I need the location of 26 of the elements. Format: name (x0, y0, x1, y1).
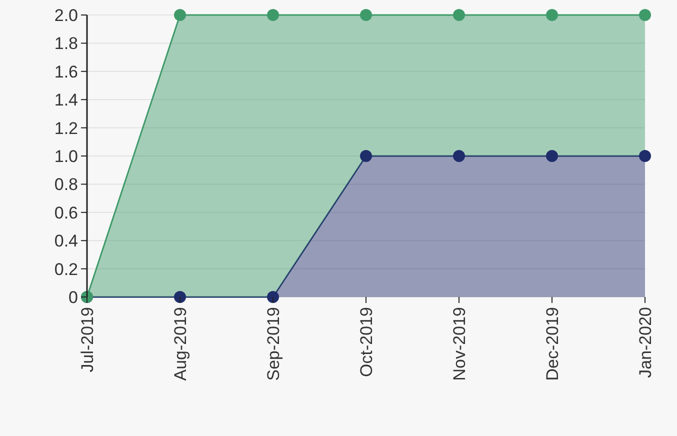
point (546, 150, 558, 162)
y-tick-label: 0 (68, 288, 78, 307)
point (174, 291, 186, 303)
y-tick-label: 2.0 (54, 6, 78, 25)
point (267, 291, 279, 303)
point (174, 9, 186, 21)
x-tick-label: Aug-2019 (171, 307, 190, 381)
y-tick-label: 1.4 (54, 90, 78, 110)
x-tick-label: Oct-2019 (357, 307, 376, 377)
y-tick-label: 0.2 (54, 260, 78, 279)
y-tick-label: 1.8 (54, 34, 78, 54)
y-tick-label: 0.8 (54, 175, 78, 194)
point (360, 150, 372, 162)
y-tick-label: 1.6 (54, 62, 78, 82)
x-tick-label: Dec-2019 (543, 307, 562, 381)
point (639, 150, 651, 162)
x-tick-label: Sep-2019 (264, 307, 283, 381)
point (453, 150, 465, 162)
x-tick-label: Jul-2019 (78, 307, 97, 372)
y-tick-label: 0.6 (54, 203, 78, 222)
y-tick-label: 0.4 (54, 232, 78, 251)
x-tick-label: Jan-2020 (636, 307, 655, 378)
y-tick-label: 1.2 (54, 118, 78, 138)
x-tick-label: Nov-2019 (450, 307, 469, 381)
y-tick-label: 1.0 (54, 146, 78, 166)
point (267, 9, 279, 21)
